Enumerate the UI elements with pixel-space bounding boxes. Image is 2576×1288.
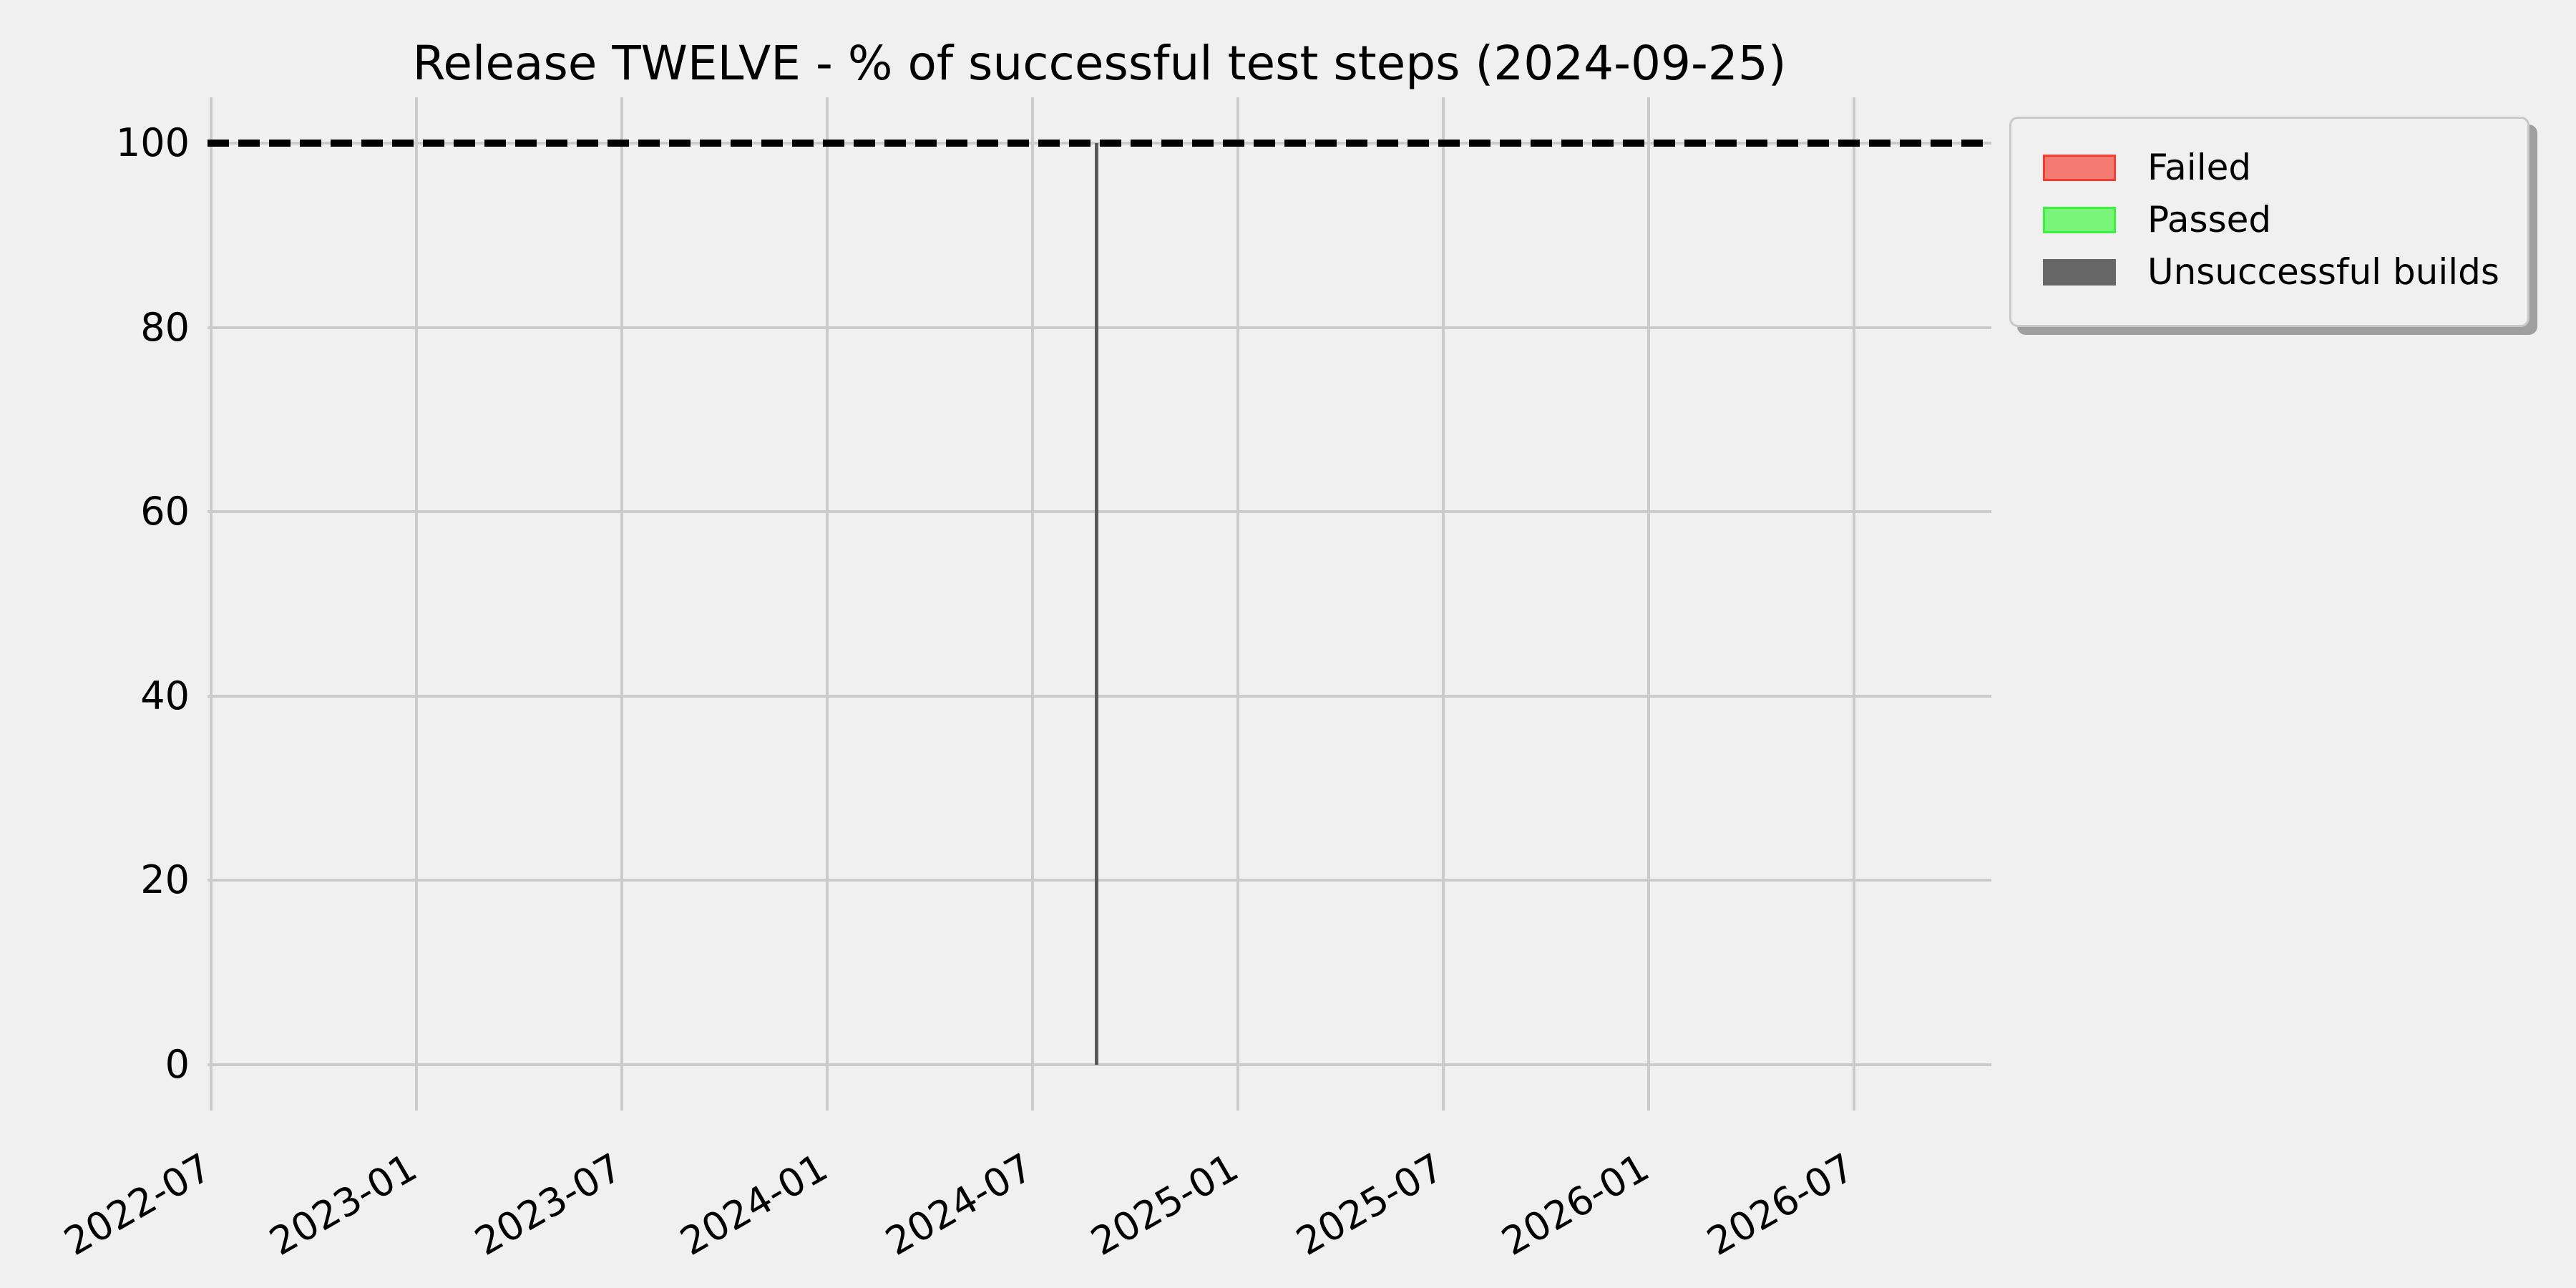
legend-row: Passed bbox=[2043, 198, 2527, 241]
y-tick-label: 40 bbox=[140, 673, 190, 718]
x-tick-label: 2022-07 bbox=[57, 1144, 219, 1265]
v-gridline bbox=[415, 97, 418, 1111]
v-gridline bbox=[1236, 97, 1239, 1111]
plot-area: 100 80 60 40 20 0 2022-07 2023-01 2023-07 2024-0… bbox=[57, 97, 1991, 1264]
v-gridline bbox=[826, 97, 829, 1111]
v-gridline bbox=[1853, 97, 1855, 1111]
y-tick-label: 80 bbox=[140, 304, 190, 350]
legend-swatch-unsuccessful-builds bbox=[2043, 258, 2116, 286]
v-gridline bbox=[210, 97, 213, 1111]
v-gridline bbox=[620, 97, 623, 1111]
x-tick-label: 2024-07 bbox=[878, 1144, 1040, 1265]
x-tick-label: 2025-07 bbox=[1289, 1144, 1451, 1265]
chart-title: Release TWELVE - % of successful test st… bbox=[412, 36, 1787, 91]
x-tick-label: 2024-01 bbox=[673, 1144, 835, 1265]
v-gridline bbox=[1647, 97, 1650, 1111]
x-tick-label: 2023-07 bbox=[467, 1144, 630, 1265]
legend-swatch-passed bbox=[2043, 206, 2116, 233]
h-gridline bbox=[208, 326, 1991, 329]
y-tick-label: 100 bbox=[115, 120, 190, 166]
v-gridline bbox=[1442, 97, 1445, 1111]
legend-row: Unsuccessful builds bbox=[2043, 250, 2527, 293]
h-gridline bbox=[208, 694, 1991, 698]
legend-label: Unsuccessful builds bbox=[2147, 251, 2499, 293]
legend-label: Passed bbox=[2147, 199, 2272, 240]
legend-label: Failed bbox=[2147, 147, 2252, 188]
h-gridline bbox=[208, 1063, 1991, 1066]
y-tick-label: 0 bbox=[165, 1041, 190, 1087]
y-tick-label: 20 bbox=[140, 857, 190, 903]
x-tick-label: 2026-07 bbox=[1699, 1144, 1862, 1265]
h-gridline bbox=[208, 510, 1991, 514]
unsuccessful-builds-bar bbox=[1094, 143, 1098, 1065]
legend-row: Failed bbox=[2043, 146, 2527, 189]
x-tick-label: 2023-01 bbox=[262, 1144, 424, 1265]
v-gridline bbox=[1031, 97, 1034, 1111]
legend-box: Failed Passed Unsuccessful builds bbox=[2009, 117, 2529, 327]
target-dashed-line bbox=[208, 140, 1991, 147]
y-tick-label: 60 bbox=[140, 489, 190, 535]
legend-swatch-failed bbox=[2043, 154, 2116, 181]
h-gridline bbox=[208, 879, 1991, 882]
x-tick-label: 2026-01 bbox=[1494, 1144, 1657, 1265]
x-tick-label: 2025-01 bbox=[1083, 1144, 1246, 1265]
